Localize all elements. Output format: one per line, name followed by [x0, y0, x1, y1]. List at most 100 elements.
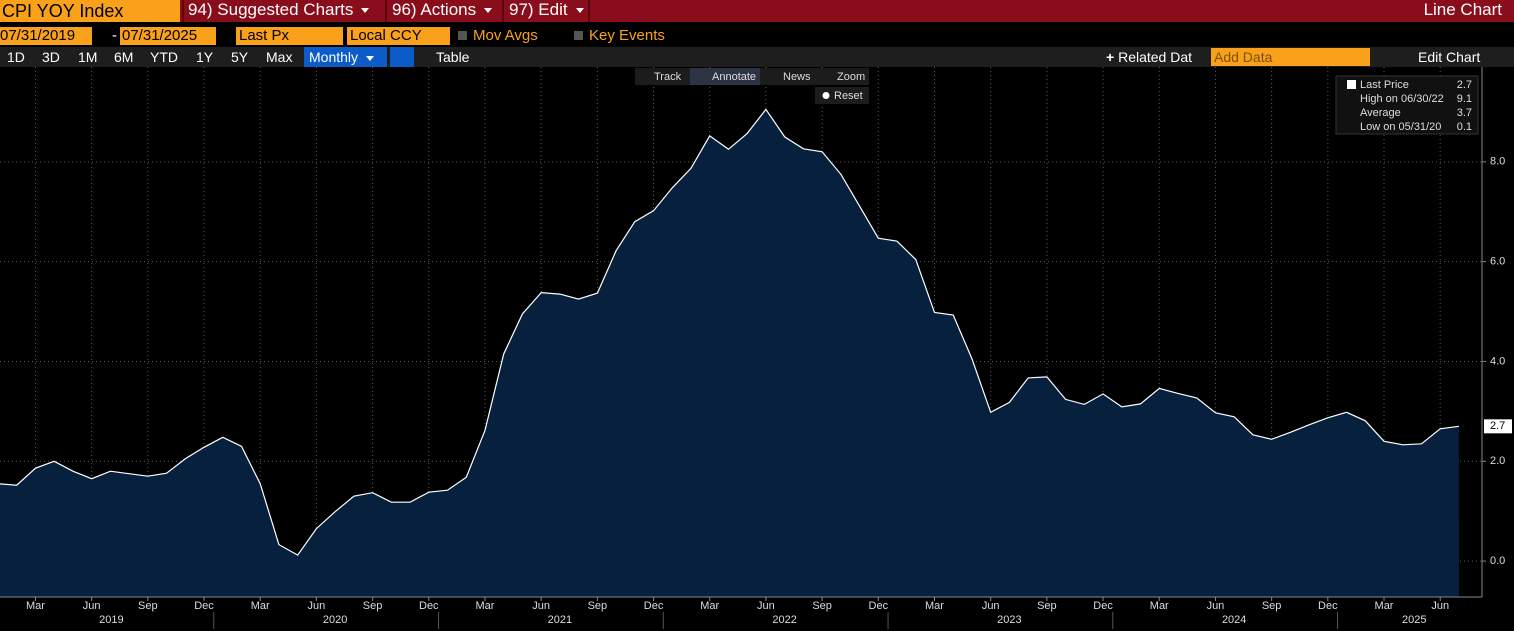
x-tick-label: Sep	[1262, 600, 1282, 612]
x-tick-label: Dec	[869, 600, 889, 612]
y-tick-label: 4.0	[1490, 355, 1505, 367]
legend-value: 9.1	[1457, 93, 1472, 105]
edit-chart-button[interactable]: Edit Chart	[1418, 49, 1481, 65]
x-tick-label: Jun	[1431, 600, 1449, 612]
x-tick-label: Sep	[138, 600, 158, 612]
dropdown-icon	[361, 8, 370, 14]
frequency-label: Monthly	[309, 49, 359, 65]
dropdown-icon	[484, 8, 493, 14]
last-value-tag	[1484, 419, 1512, 434]
period-button[interactable]: 5Y	[231, 49, 249, 65]
x-tick-label: Mar	[700, 600, 719, 612]
controls-bar: 07/31/2019 - 07/31/2025 Last Px Local CC…	[0, 24, 1514, 46]
legend-value: 2.7	[1457, 79, 1472, 91]
legend-value: 0.1	[1457, 121, 1472, 133]
menu[interactable]: 96) Actions	[392, 0, 493, 20]
plot	[0, 108, 1459, 597]
chart: Reset Track Annotate News Zoom 0.0 2.0 4.0 6.0 8…	[0, 67, 1512, 629]
year-label: 2023	[997, 614, 1021, 626]
menu[interactable]: 94) Suggested Charts	[188, 0, 370, 20]
checkbox	[574, 31, 583, 40]
period-button[interactable]: 1D	[7, 49, 25, 65]
chart-view-button[interactable]	[390, 47, 414, 67]
period-button[interactable]: 3D	[42, 49, 60, 65]
separator	[502, 0, 504, 22]
chart-tool[interactable]: Zoom	[837, 71, 865, 83]
reset-button[interactable]	[815, 87, 869, 104]
y-tick-label: 8.0	[1490, 156, 1505, 168]
end-date[interactable]: 07/31/2025	[120, 27, 216, 45]
x-tick-label: Sep	[812, 600, 832, 612]
period-button[interactable]: 1Y	[196, 49, 214, 65]
period-button[interactable]: Max	[266, 49, 293, 65]
x-tick-label: Jun	[757, 600, 775, 612]
title-bar: CPI YOY Index 94) Suggested Charts 96) A…	[0, 0, 1514, 22]
y-tick-label: 6.0	[1490, 256, 1505, 268]
area	[0, 109, 1459, 597]
last-value-label: 2.7	[1490, 420, 1505, 432]
reset-label: Reset	[834, 90, 863, 102]
date-separator: -	[112, 27, 117, 44]
option[interactable]: Mov Avgs	[458, 27, 538, 45]
option-label: Key Events	[589, 27, 665, 44]
x-tick-label: Jun	[308, 600, 326, 612]
year-label: 2022	[772, 614, 796, 626]
chart-tool[interactable]: Annotate	[712, 71, 756, 83]
tool-highlight	[690, 68, 760, 85]
x-tick-label: Mar	[1150, 600, 1169, 612]
legend-value: 3.7	[1457, 107, 1472, 119]
x-tick-label: Jun	[532, 600, 550, 612]
x-tick-label: Dec	[194, 600, 214, 612]
dropdown-icon	[575, 8, 584, 14]
field-select[interactable]: Last Px	[236, 27, 343, 45]
option-label: Mov Avgs	[473, 27, 538, 44]
x-tick-label: Dec	[644, 600, 664, 612]
checkbox	[458, 31, 467, 40]
year-label: 2020	[323, 614, 347, 626]
x-tick-label: Jun	[1207, 600, 1225, 612]
period-button[interactable]: 1M	[78, 49, 98, 65]
x-tick-label: Mar	[476, 600, 495, 612]
chart-tool[interactable]: Track	[654, 71, 682, 83]
legend-swatch	[1347, 80, 1356, 89]
year-label: 2021	[548, 614, 572, 626]
related-label: Related Dat	[1118, 49, 1193, 65]
legend-label: Low on 05/31/20	[1360, 121, 1441, 133]
table-button[interactable]: Table	[436, 49, 470, 65]
y-tick-label: 2.0	[1490, 455, 1505, 467]
separator	[182, 0, 184, 22]
year-label: 2025	[1402, 614, 1426, 626]
reset-icon	[822, 92, 830, 99]
option[interactable]: Key Events	[574, 27, 665, 45]
legend	[1335, 75, 1479, 135]
x-tick-label: Mar	[1375, 600, 1394, 612]
dropdown-icon	[366, 55, 375, 61]
x-tick-label: Dec	[419, 600, 439, 612]
start-date[interactable]: 07/31/2019	[0, 27, 92, 45]
currency-select[interactable]: Local CCY	[347, 27, 450, 45]
related-data-button[interactable]: + Related Dat	[1106, 47, 1192, 67]
legend-label: Last Price	[1360, 79, 1409, 91]
add-data-input[interactable]: Add Data	[1211, 48, 1370, 66]
menu-label: 97) Edit	[509, 0, 568, 19]
period-button[interactable]: 6M	[114, 49, 134, 65]
period-button[interactable]: YTD	[150, 49, 178, 65]
separator	[588, 0, 590, 22]
x-tick-label: Sep	[1037, 600, 1057, 612]
period-bar: 1D 3D 1M 6M YTD 1Y 5Y Max Monthly Table + Relat…	[0, 47, 1514, 67]
x-tick-label: Mar	[925, 600, 944, 612]
menu-label: 96) Actions	[392, 0, 477, 19]
x-tick-label: Mar	[251, 600, 270, 612]
security-field[interactable]: CPI YOY Index	[0, 0, 180, 22]
line	[0, 108, 1459, 556]
chart-type: Line Chart	[1423, 0, 1502, 19]
x-tick-label: Sep	[363, 600, 383, 612]
menu[interactable]: 97) Edit	[509, 0, 584, 20]
frequency-select[interactable]: Monthly	[304, 47, 387, 67]
plus-icon: +	[1106, 49, 1115, 65]
year-label: 2024	[1222, 614, 1246, 626]
legend-label: High on 06/30/22	[1360, 93, 1444, 105]
chart-tool[interactable]: News	[783, 71, 811, 83]
x-tick-label: Dec	[1093, 600, 1113, 612]
x-tick-label: Mar	[26, 600, 45, 612]
